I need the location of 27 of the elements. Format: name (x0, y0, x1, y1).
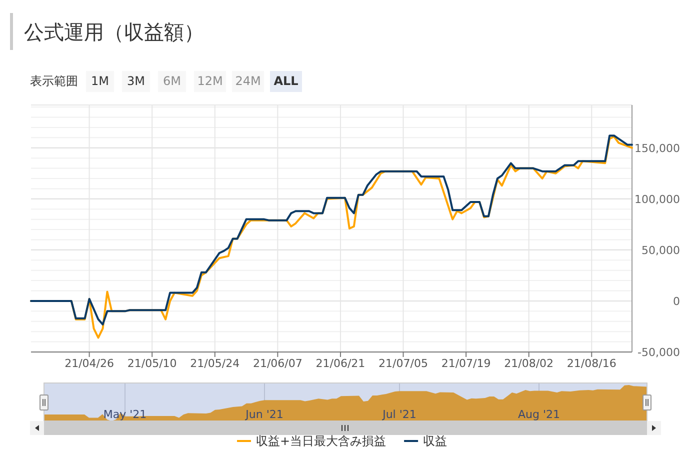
text: 12M (197, 74, 223, 88)
text: 3M (127, 74, 145, 88)
x-tick-label: 21/07/19 (441, 357, 491, 370)
x-tick-label: 21/06/21 (316, 357, 366, 370)
text: 24M (235, 74, 261, 88)
y-tick-label: -50,000 (638, 346, 680, 359)
chart-title: 公式運用（収益額） (24, 20, 204, 44)
x-tick-label: Jul '21 (382, 408, 416, 421)
text: ALL (274, 74, 299, 88)
x-tick-label: 21/08/02 (504, 357, 554, 370)
x-tick-label: Aug '21 (518, 408, 560, 421)
text: 6M (163, 74, 181, 88)
text: 1M (91, 74, 109, 88)
y-tick-label: 150,000 (634, 142, 680, 155)
x-tick-label: 21/05/24 (190, 357, 240, 370)
y-tick-label: 100,000 (634, 192, 680, 206)
x-tick-label: 21/08/16 (566, 357, 616, 370)
y-tick-label: 50,000 (642, 244, 680, 257)
x-tick-label: 21/06/07 (252, 357, 302, 370)
legend-label: 収益+当日最大含み損益 (256, 434, 386, 448)
y-tick-label: 0 (673, 294, 680, 308)
legend-label: 収益 (423, 434, 448, 448)
x-tick-label: 21/04/26 (64, 357, 114, 370)
x-tick-label: 21/07/05 (378, 357, 428, 370)
x-tick-label: Jun '21 (244, 408, 284, 421)
text: 表示範囲 (30, 74, 78, 88)
x-tick-label: 21/05/10 (127, 357, 177, 370)
